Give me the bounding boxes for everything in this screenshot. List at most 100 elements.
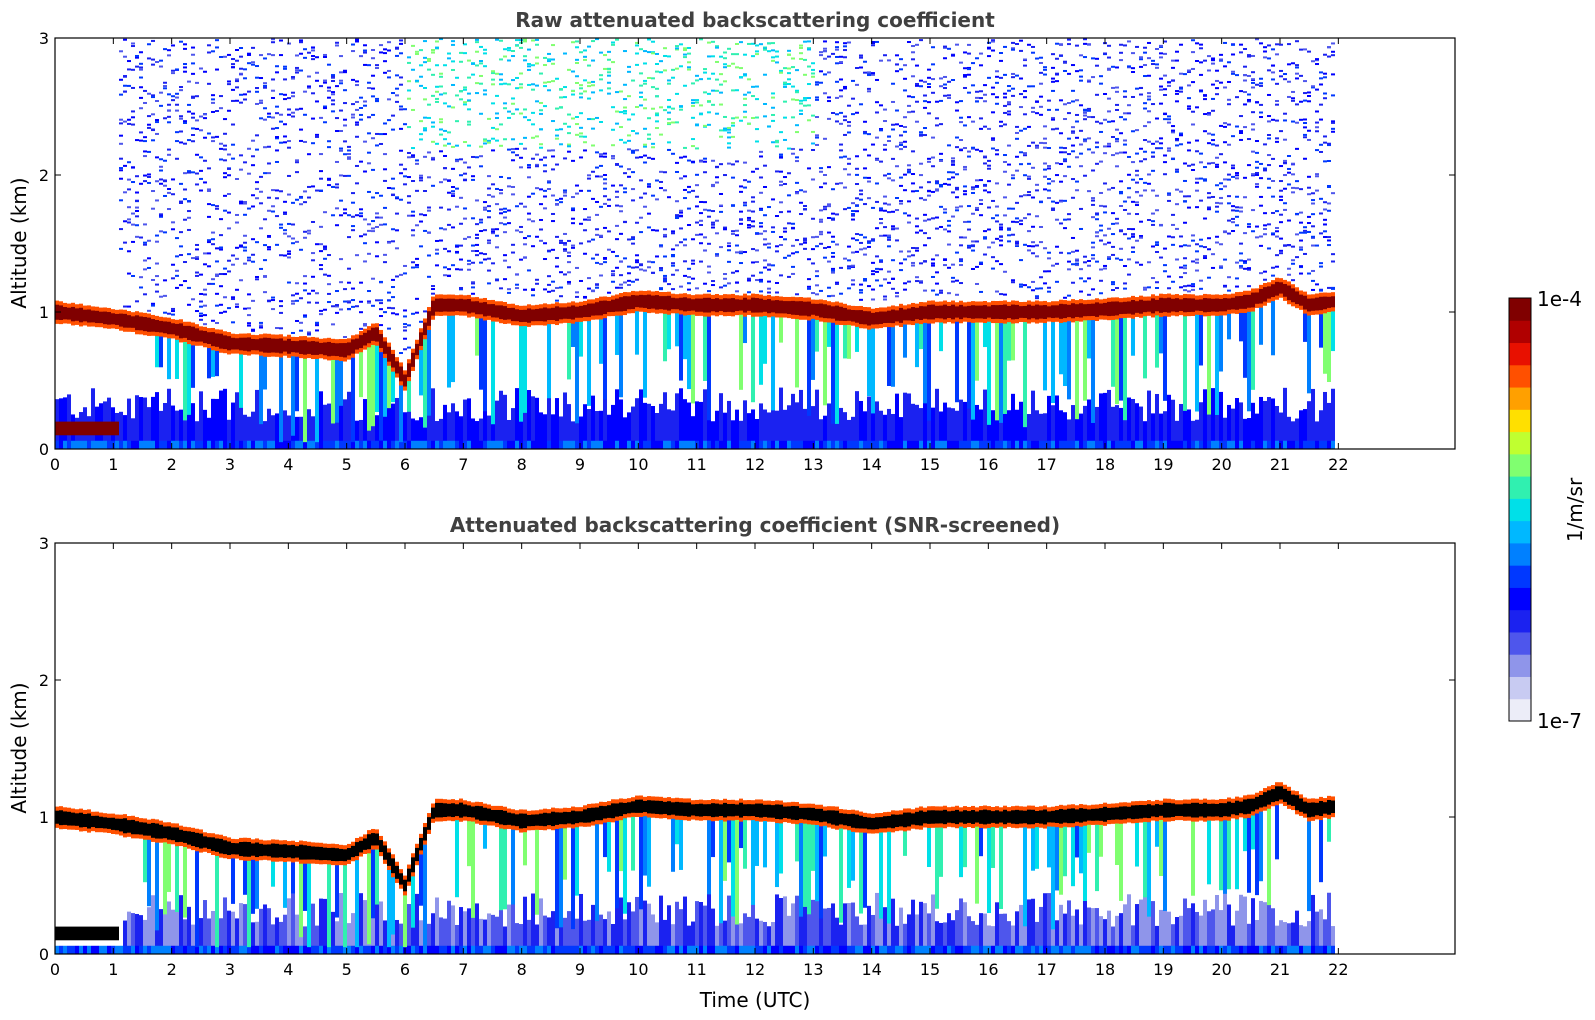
noise-cell <box>467 123 471 126</box>
noise-cell <box>1123 112 1127 115</box>
noise-cell <box>703 91 707 94</box>
noise-cell <box>983 100 987 103</box>
noise-cell <box>503 254 507 257</box>
surface-cell <box>1115 440 1119 449</box>
noise-cell <box>143 174 147 177</box>
noise-cell <box>611 157 615 160</box>
noise-cell <box>335 207 339 210</box>
noise-cell <box>1067 268 1071 271</box>
noise-cell <box>659 267 663 270</box>
cloud-core-cell <box>975 305 979 319</box>
noise-cell <box>711 89 715 92</box>
noise-cell <box>167 148 171 151</box>
noise-cell <box>231 296 235 299</box>
noise-cell <box>287 108 291 111</box>
cloud-core-cell <box>1023 306 1027 318</box>
noise-cell <box>339 199 343 202</box>
noise-cell <box>439 38 443 41</box>
cloud-core-cell <box>443 298 447 312</box>
noise-cell <box>319 177 323 180</box>
surface-cell <box>791 440 795 449</box>
noise-cell <box>1115 152 1119 155</box>
noise-cell <box>851 283 855 286</box>
noise-cell <box>351 192 355 195</box>
noise-cell <box>707 55 711 58</box>
aerosol-cell <box>175 410 179 449</box>
noise-cell <box>1131 52 1135 55</box>
noise-cell <box>643 82 647 85</box>
noise-cell <box>923 213 927 216</box>
noise-cell <box>1075 264 1079 267</box>
noise-cell <box>523 256 527 259</box>
noise-cell <box>287 256 291 259</box>
cloud-core-cell <box>903 309 907 321</box>
noise-cell <box>723 51 727 54</box>
noise-cell <box>1163 52 1167 55</box>
noise-cell <box>131 110 135 113</box>
noise-cell <box>555 286 559 289</box>
noise-cell <box>411 210 415 213</box>
noise-cell <box>479 252 483 255</box>
aerosol-cell <box>1095 406 1099 449</box>
noise-cell <box>475 254 479 257</box>
noise-cell <box>1087 79 1091 82</box>
noise-cell <box>1103 118 1107 121</box>
noise-cell <box>831 240 835 243</box>
noise-cell <box>407 214 411 217</box>
noise-cell <box>979 262 983 265</box>
cloud-core-cell <box>1047 306 1051 318</box>
noise-cell <box>355 40 359 43</box>
noise-cell <box>1083 280 1087 283</box>
noise-cell <box>711 55 715 58</box>
noise-cell <box>583 90 587 93</box>
noise-cell <box>139 131 143 134</box>
surface-cell <box>243 440 247 449</box>
noise-cell <box>1143 286 1147 289</box>
noise-cell <box>151 96 155 99</box>
noise-cell <box>935 271 939 274</box>
noise-cell <box>435 40 439 43</box>
noise-cell <box>1047 178 1051 181</box>
noise-cell <box>251 205 255 208</box>
noise-cell <box>411 180 415 183</box>
virga-cell <box>1075 317 1079 420</box>
surface-cell <box>1159 440 1163 449</box>
cloud-core-cell <box>419 332 423 346</box>
noise-cell <box>287 113 291 116</box>
noise-cell <box>423 129 427 132</box>
noise-cell <box>1087 293 1091 296</box>
noise-cell <box>511 251 515 254</box>
surface-cell <box>479 440 483 449</box>
noise-cell <box>255 275 259 278</box>
noise-cell <box>947 230 951 233</box>
noise-cell <box>447 191 451 194</box>
noise-cell <box>1119 51 1123 54</box>
cloud-core-cell <box>775 300 779 314</box>
noise-cell <box>827 246 831 249</box>
noise-cell <box>271 89 275 92</box>
noise-cell <box>679 227 683 230</box>
noise-cell <box>163 48 167 51</box>
noise-cell <box>839 122 843 125</box>
noise-cell <box>483 208 487 211</box>
noise-cell <box>339 281 343 284</box>
cloud-core-cell <box>107 312 111 325</box>
noise-cell <box>379 133 383 136</box>
noise-cell <box>1007 227 1011 230</box>
noise-cell <box>1099 122 1103 125</box>
noise-cell <box>663 255 667 258</box>
noise-cell <box>403 108 407 111</box>
noise-cell <box>1039 61 1043 64</box>
noise-cell <box>943 46 947 49</box>
noise-cell <box>295 292 299 295</box>
noise-cell <box>699 219 703 222</box>
noise-cell <box>175 96 179 99</box>
noise-cell <box>783 100 787 103</box>
noise-cell <box>1047 270 1051 273</box>
noise-cell <box>351 116 355 119</box>
surface-cell <box>735 440 739 449</box>
noise-cell <box>799 109 803 112</box>
virga-cell <box>427 325 431 416</box>
noise-cell <box>1007 103 1011 106</box>
surface-cell <box>995 440 999 449</box>
